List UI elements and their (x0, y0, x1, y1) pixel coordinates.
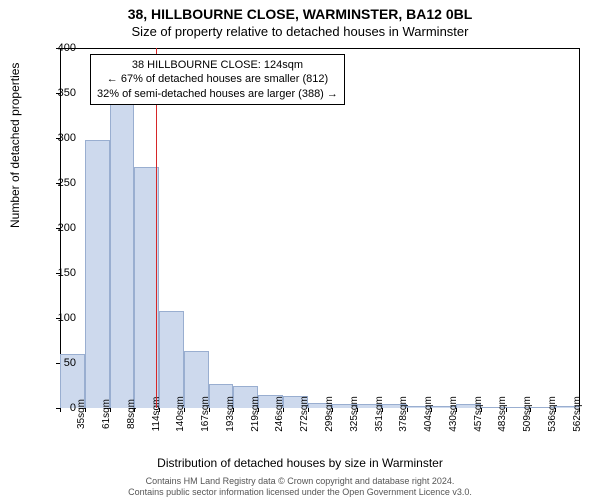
xtick-mark (456, 408, 457, 412)
x-axis-label: Distribution of detached houses by size … (0, 456, 600, 470)
ytick-label: 300 (46, 132, 76, 144)
chart-container: 38, HILLBOURNE CLOSE, WARMINSTER, BA12 0… (0, 0, 600, 500)
callout-line3: 32% of semi-detached houses are larger (… (97, 87, 338, 101)
plot-area: 35sqm61sqm88sqm114sqm140sqm167sqm193sqm2… (60, 48, 580, 408)
xtick-label: 325sqm (349, 396, 360, 432)
xtick-label: 430sqm (448, 396, 459, 432)
xtick-mark (159, 408, 160, 412)
xtick-mark (134, 408, 135, 412)
xtick-mark (431, 408, 432, 412)
ytick-label: 400 (46, 42, 76, 54)
y-axis-label: Number of detached properties (8, 63, 22, 228)
callout-box: 38 HILLBOURNE CLOSE: 124sqm← 67% of deta… (90, 54, 345, 105)
xtick-label: 457sqm (473, 396, 484, 432)
ytick-label: 250 (46, 177, 76, 189)
xtick-mark (283, 408, 284, 412)
ytick-label: 150 (46, 267, 76, 279)
xtick-label: 483sqm (497, 396, 508, 432)
ytick-label: 50 (46, 357, 76, 369)
chart-title-sub: Size of property relative to detached ho… (0, 22, 600, 39)
histogram-bar (85, 140, 110, 408)
xtick-mark (332, 408, 333, 412)
xtick-mark (579, 408, 580, 412)
xtick-label: 299sqm (324, 396, 335, 432)
footer-line2: Contains public sector information licen… (0, 487, 600, 498)
ytick-label: 200 (46, 222, 76, 234)
xtick-mark (530, 408, 531, 412)
xtick-mark (357, 408, 358, 412)
xtick-label: 404sqm (423, 396, 434, 432)
xtick-mark (233, 408, 234, 412)
callout-line1: 38 HILLBOURNE CLOSE: 124sqm (97, 58, 338, 72)
xtick-mark (382, 408, 383, 412)
xtick-mark (308, 408, 309, 412)
xtick-mark (184, 408, 185, 412)
chart-title-main: 38, HILLBOURNE CLOSE, WARMINSTER, BA12 0… (0, 0, 600, 22)
callout-line2: ← 67% of detached houses are smaller (81… (97, 72, 338, 86)
ytick-label: 0 (46, 402, 76, 414)
footer-attribution: Contains HM Land Registry data © Crown c… (0, 476, 600, 498)
xtick-mark (407, 408, 408, 412)
xtick-mark (555, 408, 556, 412)
histogram-bar (159, 311, 184, 408)
xtick-label: 378sqm (398, 396, 409, 432)
xtick-mark (110, 408, 111, 412)
xtick-label: 536sqm (547, 396, 558, 432)
xtick-label: 562sqm (572, 396, 583, 432)
xtick-mark (209, 408, 210, 412)
xtick-label: 351sqm (374, 396, 385, 432)
xtick-label: 509sqm (522, 396, 533, 432)
ytick-label: 350 (46, 87, 76, 99)
xtick-mark (506, 408, 507, 412)
ytick-label: 100 (46, 312, 76, 324)
xtick-mark (481, 408, 482, 412)
footer-line1: Contains HM Land Registry data © Crown c… (0, 476, 600, 487)
xtick-mark (85, 408, 86, 412)
xtick-label: 272sqm (299, 396, 310, 432)
xtick-mark (258, 408, 259, 412)
histogram-bar (110, 96, 135, 408)
